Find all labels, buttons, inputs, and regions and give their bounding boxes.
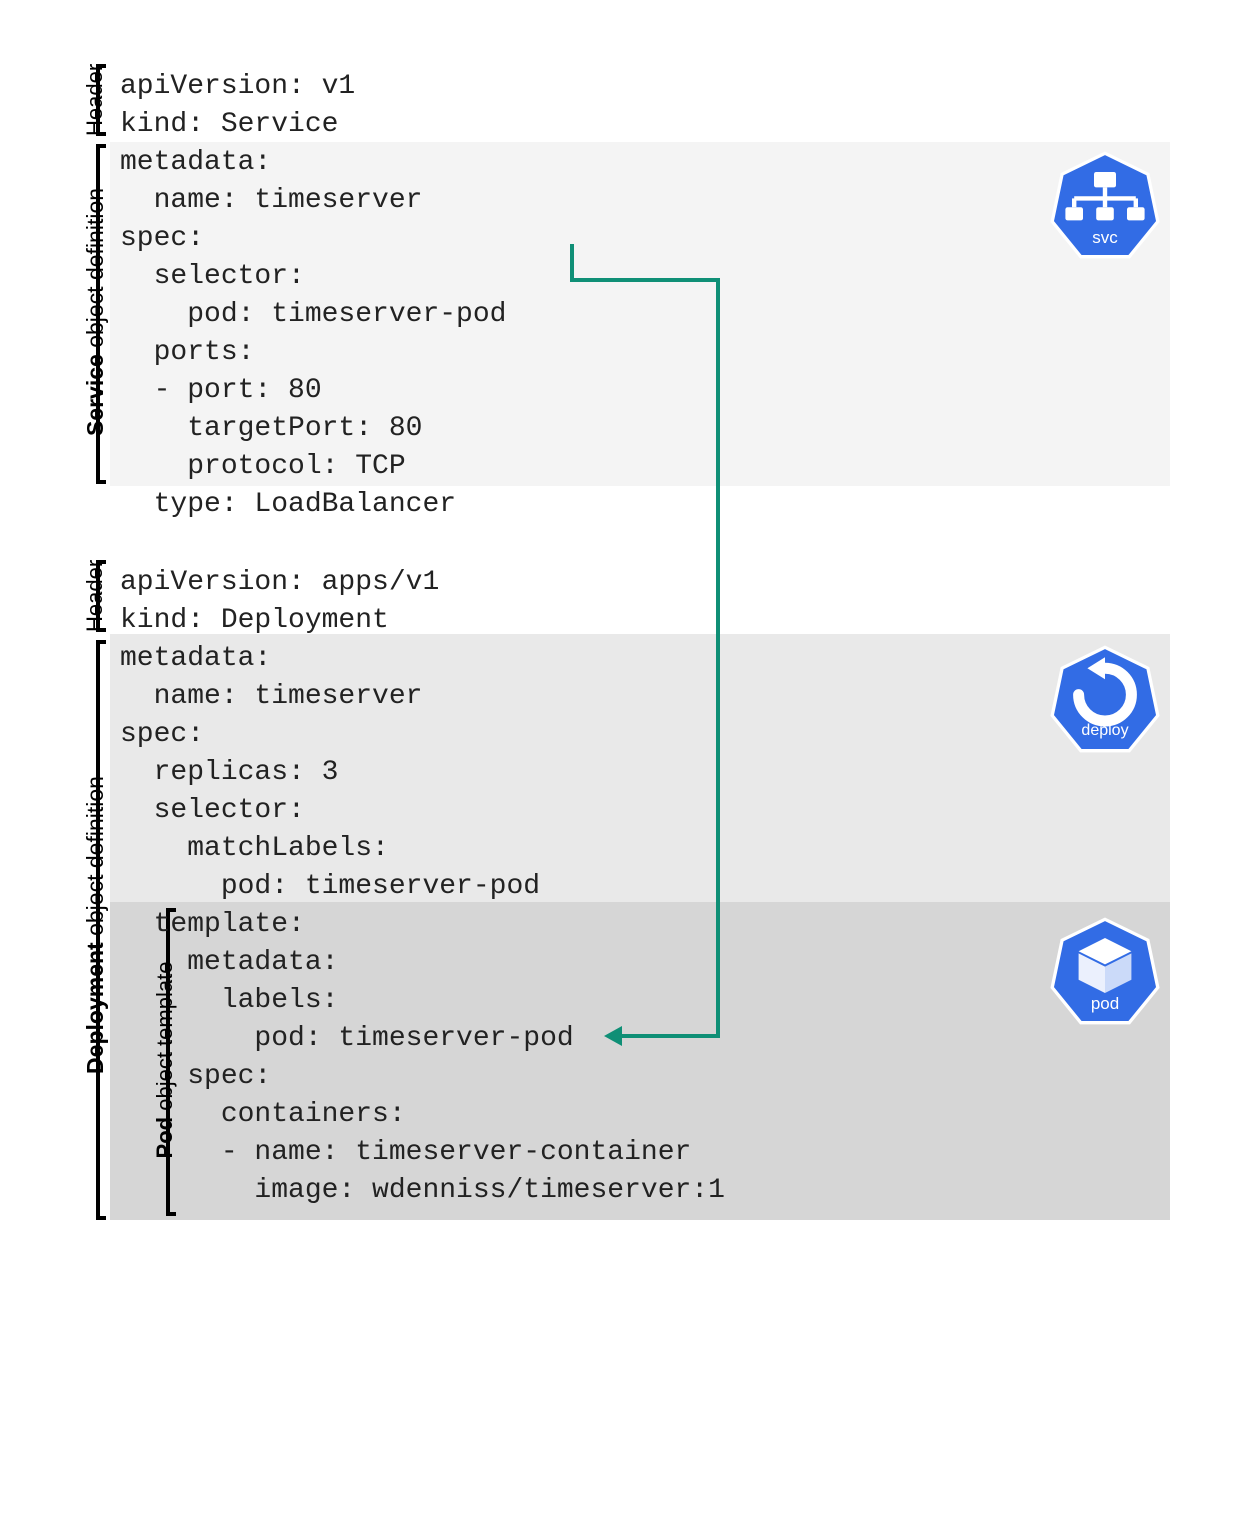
label-service: Service object definition xyxy=(82,144,109,480)
diagram-stage: Header Service object definition Header … xyxy=(0,0,1254,1536)
label-deploy: Deployment object definition xyxy=(82,640,109,1210)
service-code: apiVersion: v1 kind: Service metadata: n… xyxy=(120,68,506,524)
svc-icon-label: svc xyxy=(1050,228,1160,248)
arrow-seg1 xyxy=(570,278,720,282)
label-header1: Header xyxy=(82,64,108,136)
arrow-stub-top xyxy=(570,244,574,278)
pod-icon: pod xyxy=(1050,916,1160,1026)
deploy-icon-label: deploy xyxy=(1050,722,1160,740)
arrow-seg3 xyxy=(620,1034,720,1038)
deployment-code: apiVersion: apps/v1 kind: Deployment met… xyxy=(120,564,725,1210)
arrow-head xyxy=(604,1026,622,1046)
arrow-seg2 xyxy=(716,278,720,1038)
deploy-icon: deploy xyxy=(1050,644,1160,754)
svc-icon: svc xyxy=(1050,150,1160,260)
label-header2: Header xyxy=(82,560,108,632)
pod-icon-label: pod xyxy=(1050,994,1160,1014)
